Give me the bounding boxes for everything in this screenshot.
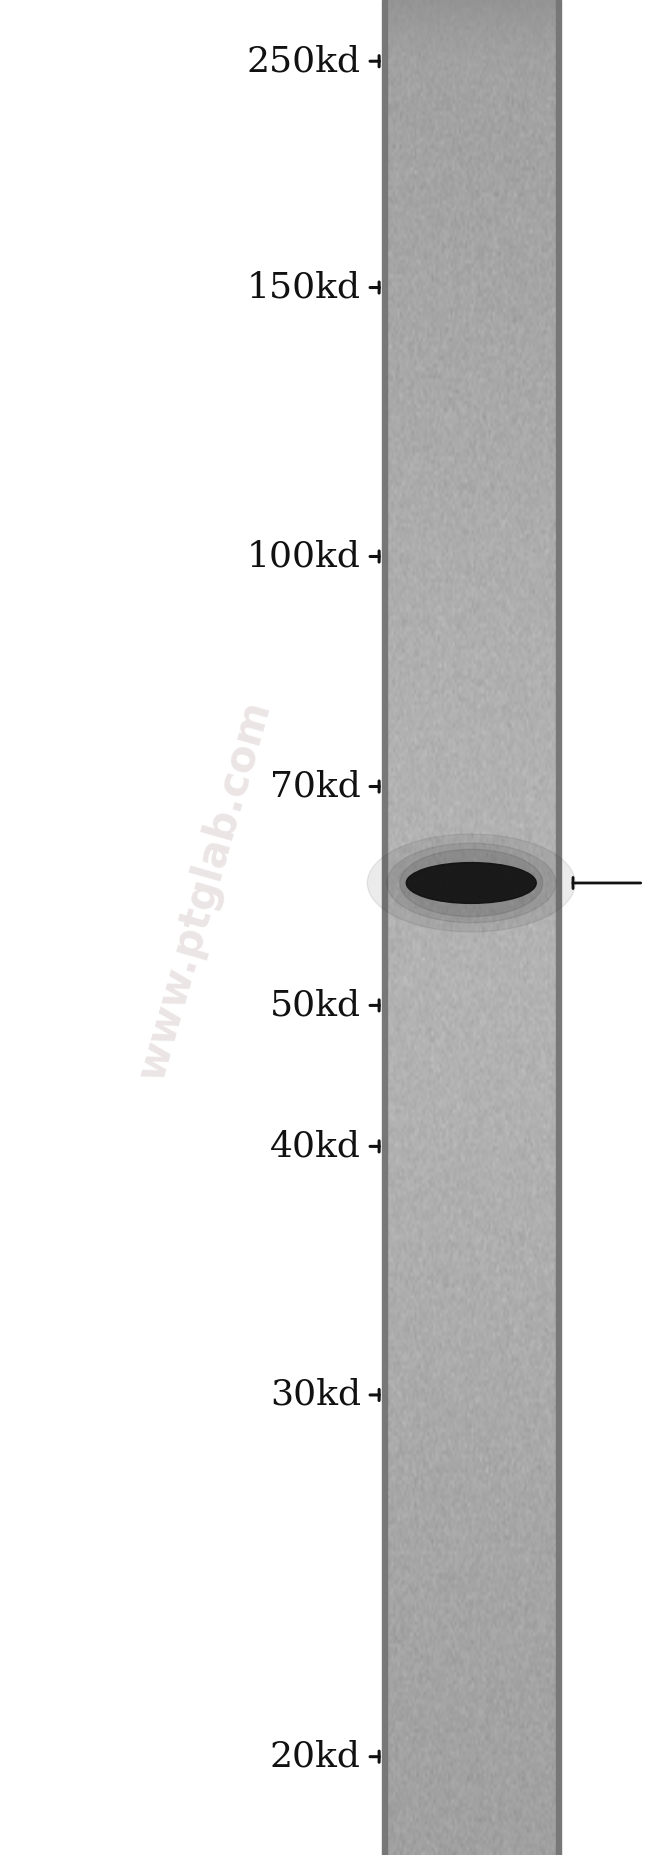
Text: 70kd: 70kd [270,770,361,803]
Text: 30kd: 30kd [270,1378,361,1412]
Bar [556,0,561,1855]
Text: 40kd: 40kd [270,1130,361,1163]
Ellipse shape [367,835,575,931]
Ellipse shape [400,850,543,916]
Ellipse shape [406,863,536,903]
Text: www.ptglab.com: www.ptglab.com [131,696,279,1085]
Text: 20kd: 20kd [270,1740,361,1773]
Text: 250kd: 250kd [247,45,361,78]
Text: 100kd: 100kd [247,540,361,573]
Text: 50kd: 50kd [270,989,361,1022]
Text: 150kd: 150kd [247,271,361,304]
Bar [382,0,387,1855]
Ellipse shape [387,844,556,922]
